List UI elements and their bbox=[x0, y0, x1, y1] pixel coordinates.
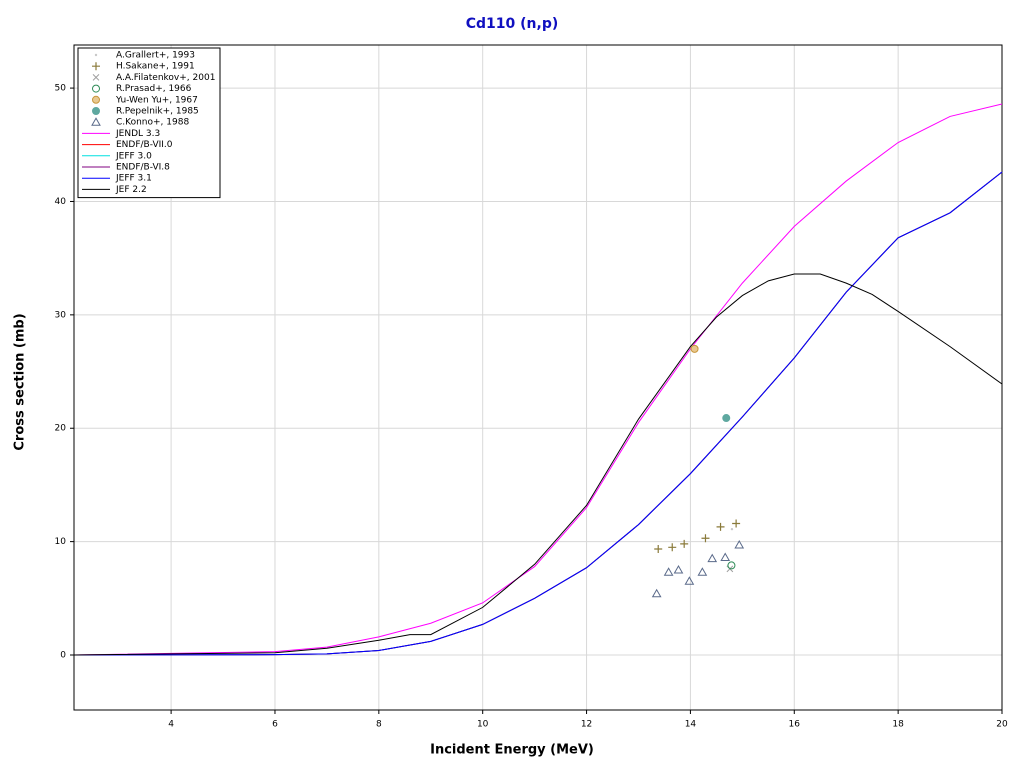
legend-label: JEF 2.2 bbox=[115, 185, 147, 195]
x-tick-label: 8 bbox=[376, 720, 382, 730]
x-tick-label: 18 bbox=[892, 720, 904, 730]
x-tick-label: 14 bbox=[685, 720, 697, 730]
data-line bbox=[73, 273, 1003, 656]
data-point bbox=[730, 527, 734, 531]
x-tick-label: 6 bbox=[272, 720, 278, 730]
data-point bbox=[690, 344, 699, 353]
data-point bbox=[668, 543, 677, 552]
x-axis-label: Incident Energy (MeV) bbox=[430, 743, 594, 758]
legend-label: R.Prasad+, 1966 bbox=[116, 84, 192, 94]
data-point bbox=[651, 588, 662, 598]
legend-label: ENDF/B-VII.0 bbox=[116, 140, 173, 150]
legend-swatch bbox=[92, 107, 100, 115]
x-tick-label: 12 bbox=[581, 720, 592, 730]
legend-label: C.Konno+, 1988 bbox=[116, 118, 189, 128]
y-tick-label: 0 bbox=[60, 651, 66, 661]
x-tick-label: 16 bbox=[789, 720, 801, 730]
chart-title: Cd110 (n,p) bbox=[466, 16, 559, 32]
legend-label: JENDL 3.3 bbox=[115, 129, 160, 139]
legend-swatch bbox=[92, 84, 100, 93]
y-tick-label: 40 bbox=[55, 197, 67, 207]
data-point bbox=[697, 567, 708, 576]
data-point bbox=[727, 561, 736, 570]
y-tick-label: 30 bbox=[55, 310, 67, 320]
y-tick-label: 50 bbox=[55, 84, 67, 94]
legend-label: JEFF 3.1 bbox=[115, 174, 152, 184]
legend-swatch bbox=[94, 53, 98, 57]
legend-swatch bbox=[92, 74, 100, 81]
data-point bbox=[680, 539, 689, 548]
plot-frame bbox=[73, 44, 1003, 711]
legend-swatch bbox=[91, 117, 101, 126]
x-tick-label: 4 bbox=[168, 720, 174, 730]
legend-label: H.Sakane+, 1991 bbox=[116, 62, 195, 72]
data-point bbox=[734, 540, 745, 549]
y-tick-label: 20 bbox=[55, 424, 67, 434]
data-point bbox=[707, 553, 718, 563]
y-tick-label: 10 bbox=[55, 537, 67, 547]
legend-label: JEFF 3.0 bbox=[115, 151, 152, 161]
legend-box bbox=[77, 47, 221, 199]
legend-label: A.A.Filatenkov+, 2001 bbox=[116, 73, 215, 83]
legend-label: Yu-Wen Yu+, 1967 bbox=[115, 95, 198, 105]
data-point bbox=[654, 544, 663, 553]
data-point bbox=[663, 567, 674, 576]
data-line bbox=[73, 171, 1003, 656]
legend-swatch bbox=[92, 62, 100, 71]
x-tick-label: 10 bbox=[477, 720, 489, 730]
legend-label: A.Grallert+, 1993 bbox=[116, 51, 195, 61]
data-point bbox=[701, 534, 710, 543]
data-point bbox=[684, 576, 695, 585]
data-point bbox=[722, 414, 731, 423]
legend-label: ENDF/B-VI.8 bbox=[116, 163, 170, 173]
x-tick-label: 20 bbox=[996, 720, 1008, 730]
data-point bbox=[716, 522, 725, 531]
data-point bbox=[720, 552, 731, 561]
data-point bbox=[673, 564, 684, 574]
data-line bbox=[73, 103, 1003, 656]
y-axis-label: Cross section (mb) bbox=[13, 313, 28, 450]
data-point bbox=[732, 519, 741, 528]
legend-label: R.Pepelnik+, 1985 bbox=[116, 107, 199, 117]
legend-swatch bbox=[92, 95, 100, 104]
